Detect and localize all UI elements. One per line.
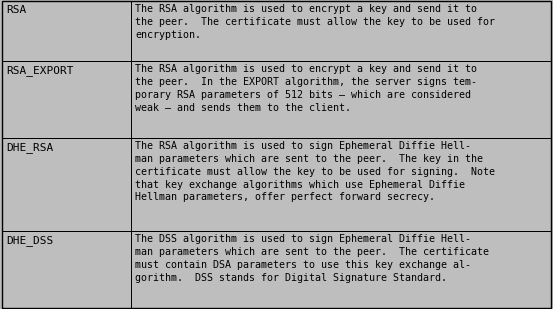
Text: DHE_RSA: DHE_RSA bbox=[6, 142, 53, 153]
Text: The RSA algorithm is used to encrypt a key and send it to
the peer.  In the EXPO: The RSA algorithm is used to encrypt a k… bbox=[135, 65, 477, 113]
Text: The RSA algorithm is used to encrypt a key and send it to
the peer.  The certifi: The RSA algorithm is used to encrypt a k… bbox=[135, 4, 495, 40]
Text: The DSS algorithm is used to sign Ephemeral Diffie Hell-
man parameters which ar: The DSS algorithm is used to sign Epheme… bbox=[135, 234, 489, 283]
Bar bbox=[2, 138, 551, 231]
Text: RSA: RSA bbox=[6, 5, 27, 15]
Text: The RSA algorithm is used to sign Ephemeral Diffie Hell-
man parameters which ar: The RSA algorithm is used to sign Epheme… bbox=[135, 141, 495, 202]
Bar bbox=[2, 61, 551, 138]
Bar bbox=[2, 231, 551, 308]
Bar bbox=[2, 1, 551, 61]
Text: DHE_DSS: DHE_DSS bbox=[6, 235, 53, 246]
Text: RSA_EXPORT: RSA_EXPORT bbox=[6, 65, 74, 76]
